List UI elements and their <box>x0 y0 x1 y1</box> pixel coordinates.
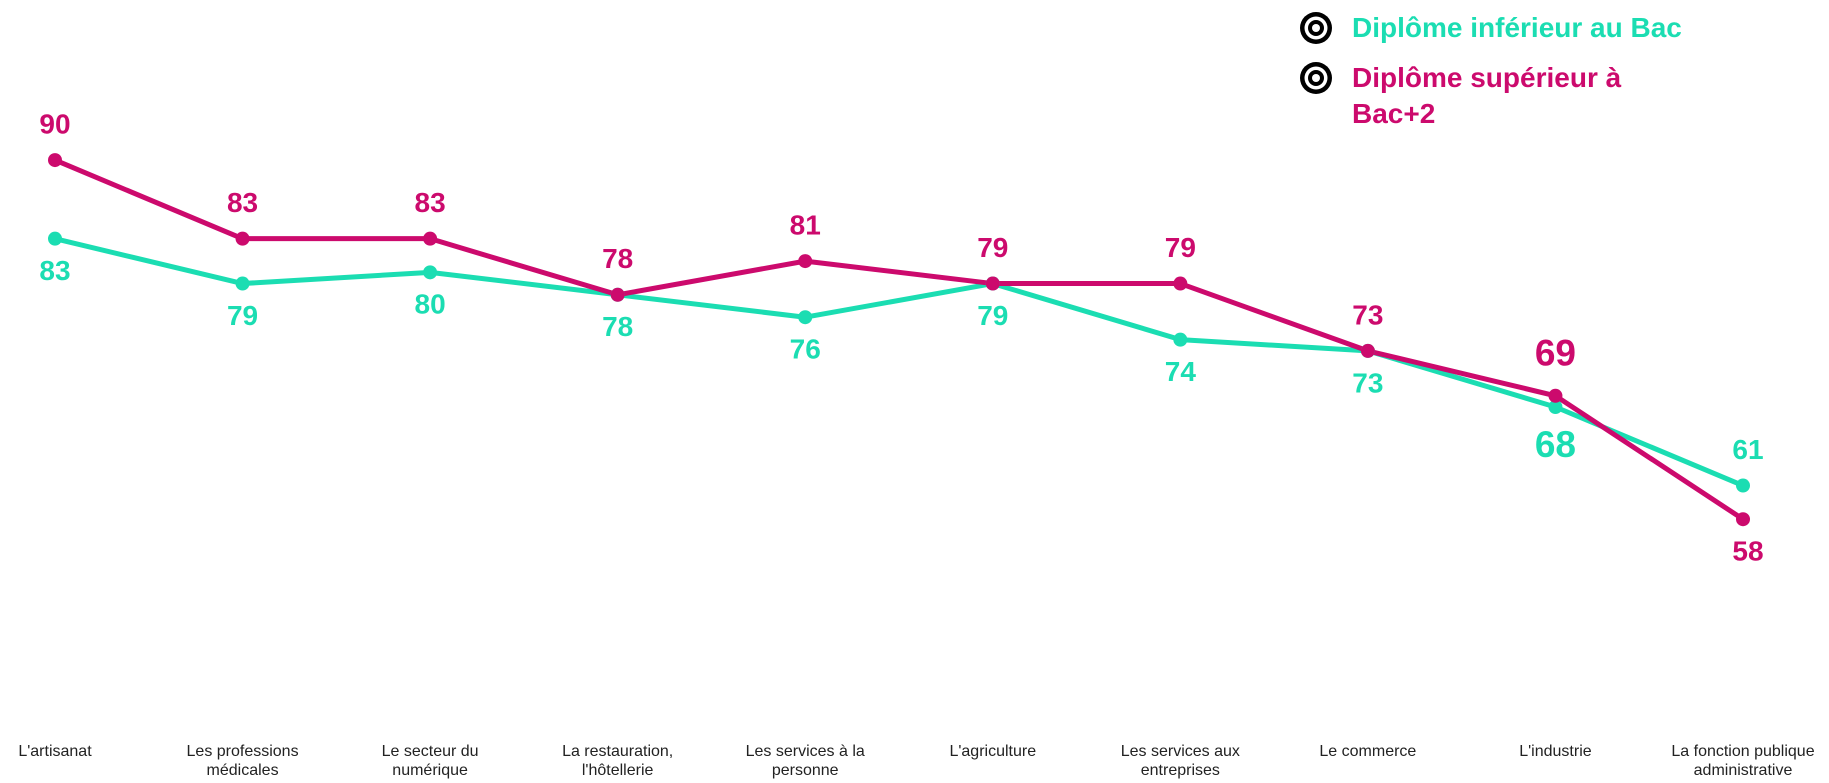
x-tick-label: La fonction publique administrative <box>1671 743 1815 779</box>
point <box>1360 343 1375 358</box>
point <box>985 276 1000 291</box>
x-tick-label: L'artisanat <box>18 743 92 760</box>
legend-label: Diplôme inférieur au Bac <box>1352 12 1682 43</box>
data-label: 83 <box>39 255 70 286</box>
x-tick-label: Le commerce <box>1319 743 1417 760</box>
legend-ring <box>1312 74 1320 82</box>
data-label: 79 <box>977 300 1008 331</box>
point <box>1548 400 1563 414</box>
data-label: 79 <box>977 232 1008 263</box>
x-tick-label: L'industrie <box>1519 743 1592 760</box>
data-label: 73 <box>1352 367 1383 398</box>
point <box>798 254 813 269</box>
data-label: 61 <box>1732 434 1763 465</box>
point <box>235 231 250 246</box>
point <box>798 310 813 325</box>
series-line <box>54 236 1744 488</box>
point <box>1736 512 1750 527</box>
point <box>1173 332 1188 347</box>
x-tick-label: Les services aux entreprises <box>1120 743 1240 779</box>
point <box>235 276 250 291</box>
data-label: 81 <box>790 210 821 241</box>
legend-icon <box>1300 12 1332 44</box>
data-label: 80 <box>415 289 446 320</box>
point <box>1173 276 1188 291</box>
x-tick-label: La restauration, l'hôtellerie <box>562 743 674 779</box>
point <box>423 265 438 280</box>
data-label: 58 <box>1732 536 1763 567</box>
point <box>423 231 438 246</box>
legend-icon <box>1300 62 1332 94</box>
x-tick-label: Le secteur du numérique <box>381 743 479 779</box>
data-label: 78 <box>602 243 633 274</box>
data-label: 76 <box>790 334 821 365</box>
point <box>1548 388 1563 403</box>
data-label: 83 <box>415 187 446 218</box>
data-label: 78 <box>602 311 633 342</box>
data-label: 90 <box>39 109 70 140</box>
data-label: 73 <box>1352 299 1383 330</box>
data-label: 79 <box>1165 232 1196 263</box>
data-label: 68 <box>1535 424 1576 465</box>
point <box>48 153 62 168</box>
legend-ring <box>1312 24 1320 32</box>
data-label: 69 <box>1535 333 1576 374</box>
data-label: 83 <box>227 187 258 218</box>
legend-item: Diplôme inférieur au Bac <box>1298 10 1738 46</box>
point <box>610 287 625 302</box>
data-label: 74 <box>1165 356 1197 387</box>
point <box>48 231 62 246</box>
data-label: 79 <box>227 300 258 331</box>
legend: Diplôme inférieur au Bac Diplôme supérieu… <box>1298 10 1738 146</box>
legend-label: Diplôme supérieur à Bac+2 <box>1352 62 1622 129</box>
point <box>1736 478 1750 493</box>
x-tick-label: Les services à la personne <box>745 743 865 779</box>
x-tick-label: Les professions médicales <box>186 743 299 779</box>
legend-item: Diplôme supérieur à Bac+2 <box>1298 60 1738 132</box>
x-tick-label: L'agriculture <box>949 743 1037 760</box>
series-line <box>54 157 1745 522</box>
